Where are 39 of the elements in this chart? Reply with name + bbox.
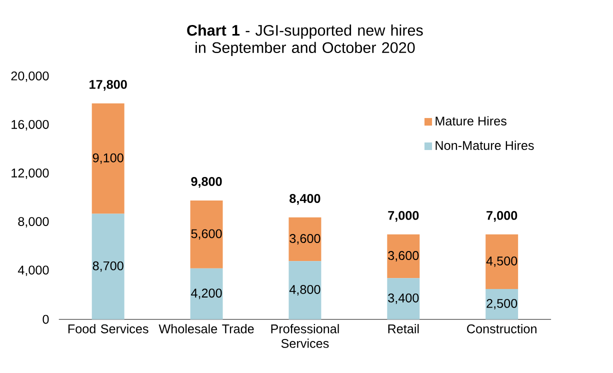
bar xyxy=(92,214,124,320)
data-label: 3,600 xyxy=(290,234,320,245)
bar xyxy=(190,268,223,320)
total-label: 9,800 xyxy=(191,177,222,188)
data-label: 8,700 xyxy=(92,262,124,272)
data-label: 9,100 xyxy=(92,154,124,164)
x-tick-label: Wholesale Trade xyxy=(158,324,254,334)
total-label: 7,000 xyxy=(486,211,518,222)
y-tick-label: 16,000 xyxy=(12,120,49,131)
total-label: 8,400 xyxy=(290,194,320,205)
bar xyxy=(486,289,518,320)
bar xyxy=(190,200,223,269)
y-tick-label: 20,000 xyxy=(11,72,49,82)
bar xyxy=(486,234,518,290)
y-tick-label: 12,000 xyxy=(12,168,49,180)
y-tick-label: 8,000 xyxy=(18,217,49,228)
bar xyxy=(92,104,124,214)
data-label: 2,500 xyxy=(486,299,518,310)
bar xyxy=(387,278,420,320)
legend-label: Non-Mature Hires xyxy=(436,140,534,150)
x-tick-label: Professional Services xyxy=(271,324,339,348)
total-label: 7,000 xyxy=(388,211,419,222)
y-tick-label: 0 xyxy=(42,315,49,324)
x-tick-label: Retail xyxy=(388,324,419,334)
x-tick-label: Construction xyxy=(467,324,536,334)
data-label: 3,400 xyxy=(388,294,419,304)
data-label: 4,200 xyxy=(191,288,222,300)
chart-title: Chart 1 - JGI-supported new hires in September and October 2020 xyxy=(187,24,423,56)
x-tick-label: Food Services xyxy=(68,324,148,334)
data-label: 3,600 xyxy=(388,251,419,262)
bar xyxy=(288,218,322,262)
data-label: 4,500 xyxy=(486,256,518,268)
total-label: 17,800 xyxy=(90,80,127,91)
y-tick-label: 4,000 xyxy=(18,266,49,276)
data-label: 5,600 xyxy=(191,229,222,240)
legend-label: Mature Hires xyxy=(436,116,506,126)
data-label: 4,800 xyxy=(289,285,320,296)
bar xyxy=(387,234,420,278)
bar xyxy=(288,261,322,320)
